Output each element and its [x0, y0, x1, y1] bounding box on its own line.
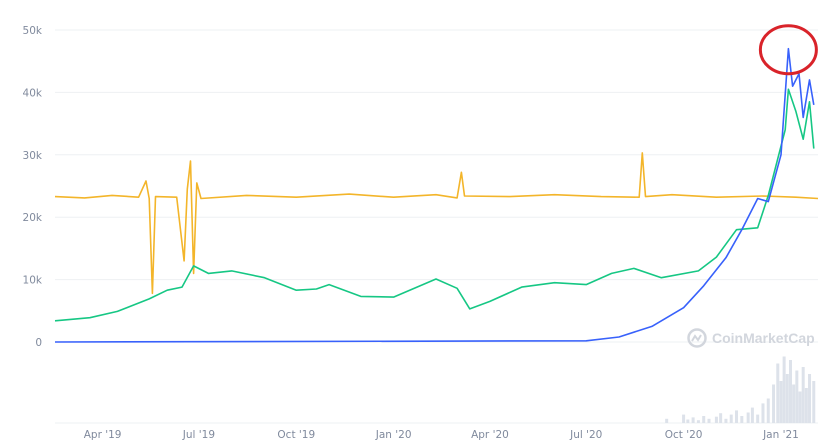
coinmarketcap-logo-icon [687, 328, 707, 348]
volume-bars [55, 356, 818, 424]
volume-bar [798, 391, 802, 423]
grid-lines [55, 29, 818, 343]
y-tick-label: 0 [35, 337, 42, 349]
volume-bar [702, 416, 706, 423]
volume-bar [691, 417, 695, 423]
volume-bar [682, 414, 686, 423]
volume-bar [746, 412, 750, 423]
volume-bar [696, 420, 700, 423]
volume-bar [729, 414, 733, 423]
volume-bar [801, 367, 805, 423]
series-line [54, 88, 815, 322]
volume-bar [756, 414, 760, 423]
volume-bar [788, 360, 792, 423]
volume-bar [761, 403, 765, 423]
volume-bar [785, 374, 789, 423]
x-tick-label: Oct '20 [665, 429, 703, 441]
x-tick-label: Jul '20 [569, 429, 602, 441]
x-tick-label: Jan '20 [375, 429, 412, 441]
volume-bar [808, 374, 812, 423]
volume-bar [735, 410, 739, 423]
series-lines [54, 47, 819, 343]
y-tick-label: 30k [23, 150, 43, 162]
x-tick-label: Apr '20 [471, 429, 509, 441]
watermark-text: CoinMarketCap [712, 330, 815, 346]
volume-bar [714, 416, 718, 423]
x-tick-label: Jul '19 [182, 429, 215, 441]
volume-bar [686, 419, 690, 423]
volume-bar [750, 407, 754, 423]
x-tick-label: Apr '19 [84, 429, 122, 441]
volume-bar [779, 381, 783, 423]
y-tick-label: 40k [23, 87, 43, 99]
watermark: CoinMarketCap [687, 328, 815, 348]
volume-bar [795, 370, 799, 423]
y-tick-label: 50k [23, 25, 43, 37]
volume-bar [724, 418, 728, 423]
volume-bar [707, 418, 711, 423]
series-line [54, 152, 819, 295]
volume-bar [804, 388, 808, 423]
x-tick-label: Jan '21 [762, 429, 799, 441]
volume-bar [740, 416, 744, 423]
volume-bar [772, 384, 776, 423]
y-tick-label: 10k [23, 275, 43, 287]
volume-bar [766, 398, 770, 423]
volume-bar [782, 356, 786, 423]
volume-bar [719, 413, 723, 423]
y-axis-ticks: 0 10k 20k 30k 40k 50k [23, 25, 43, 349]
x-tick-label: Oct '19 [277, 429, 315, 441]
x-axis-ticks: Apr '19 Jul '19 Oct '19 Jan '20 Apr '20 Jul '… [84, 429, 799, 441]
peak-highlight-circle [758, 24, 818, 76]
volume-bar [776, 363, 780, 423]
series-line [54, 47, 815, 343]
annotation-layer [758, 24, 818, 76]
volume-bar [812, 381, 816, 423]
volume-bar [665, 418, 669, 423]
volume-bar [792, 384, 796, 423]
y-tick-label: 20k [23, 212, 43, 224]
